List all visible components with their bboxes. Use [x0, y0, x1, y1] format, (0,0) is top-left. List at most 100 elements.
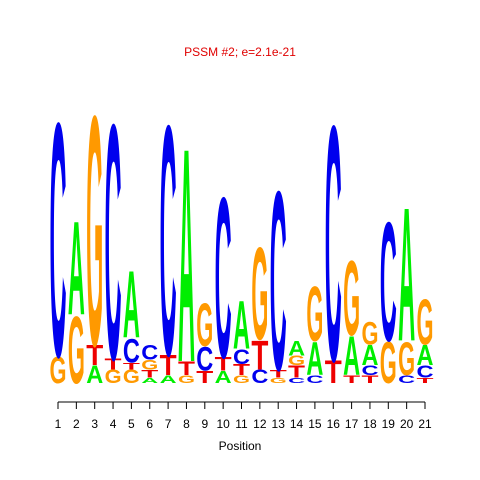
logo-letter: C [288, 376, 305, 385]
logo-letter: A [398, 167, 415, 381]
logo-letter: T [141, 368, 158, 381]
logo-letter: G [86, 48, 103, 415]
letter-group: T [160, 350, 177, 381]
x-tick-label: 7 [165, 417, 172, 431]
x-tick-label: 13 [272, 417, 286, 431]
x-tick-label: 12 [253, 417, 267, 431]
letter-group: G [306, 270, 323, 358]
logo-letter: C [123, 332, 140, 370]
letter-group: G [270, 376, 287, 385]
letter-group: A [233, 286, 250, 363]
logo-letter: G [398, 332, 415, 385]
x-tick-label: 18 [363, 417, 377, 431]
x-tick-label: 21 [418, 417, 432, 431]
letter-group: G [50, 349, 67, 392]
letter-group: A [306, 332, 323, 385]
letter-group: C [417, 362, 434, 381]
logo-letter: T [160, 350, 177, 381]
logo-letter: A [361, 341, 378, 372]
logo-letter: C [141, 341, 158, 365]
letter-group: G [178, 373, 195, 386]
letter-group: G [288, 353, 305, 368]
logo-letter: C [196, 340, 213, 378]
letter-group: C [361, 363, 378, 378]
letter-group: T [343, 373, 360, 386]
letter-group: A [141, 376, 158, 385]
letter-group: C [233, 345, 250, 369]
logo-letter: G [196, 291, 213, 360]
logo-letter: G [380, 331, 397, 397]
letter-group: A [123, 252, 140, 359]
letter-group: A [215, 367, 232, 386]
letter-group: C [50, 55, 67, 428]
logo-letter: G [141, 357, 158, 372]
logo-letter: G [178, 373, 195, 386]
logo-letter: C [417, 362, 434, 381]
x-tick-label: 10 [216, 417, 230, 431]
letter-group: G [141, 357, 158, 372]
x-tick-label: 20 [400, 417, 414, 431]
letter-group: A [68, 194, 85, 344]
letter-group: T [270, 368, 287, 381]
logo-letter: A [123, 252, 140, 359]
letter-group: G [233, 373, 250, 386]
logo-letter: G [270, 376, 287, 385]
letter-group: G [361, 316, 378, 352]
x-tick-label: 6 [146, 417, 153, 431]
logo-letter: T [417, 376, 435, 385]
x-tick-label: 8 [183, 417, 190, 431]
logo-letter: G [105, 366, 122, 387]
letter-group: C [270, 139, 287, 424]
letter-group: C [215, 151, 232, 406]
letter-group: G [68, 297, 85, 404]
letter-group: G [343, 239, 360, 359]
letter-group: C [141, 341, 158, 365]
logo-letter: T [288, 362, 306, 381]
logo-letter: A [343, 324, 360, 387]
logo-letter: C [380, 186, 397, 377]
logo-letter: A [68, 194, 85, 344]
logo-letter: C [215, 151, 232, 406]
x-tick-label: 2 [73, 417, 80, 431]
logo-letter: C [160, 58, 177, 425]
logo-letter: C [361, 363, 378, 378]
letter-group: C [251, 366, 268, 387]
letter-group: C [325, 56, 342, 432]
x-tick-label: 19 [382, 417, 396, 431]
logo-letter: A [288, 337, 305, 361]
letter-group: T [233, 361, 250, 378]
logo-letter: T [233, 361, 250, 378]
letter-group: A [178, 84, 195, 426]
letter-group: C [196, 340, 213, 378]
logo-letter: C [251, 366, 268, 387]
letter-group: G [398, 332, 415, 385]
logo-letter: G [68, 297, 85, 404]
letter-group: A [417, 341, 434, 372]
x-tick-label: 1 [55, 417, 62, 431]
letter-group: T [86, 341, 103, 372]
logo-letter: T [178, 358, 195, 379]
logo-letter: T [343, 373, 360, 386]
letter-group: C [105, 55, 122, 431]
logo-letter: T [361, 373, 378, 386]
logo-letter: C [270, 139, 287, 424]
letter-group: A [343, 324, 360, 387]
logo-letter: C [398, 373, 415, 386]
letter-group: G [251, 220, 268, 367]
x-tick-label: 15 [308, 417, 322, 431]
letter-group: T [251, 331, 268, 378]
letter-group: A [398, 167, 415, 381]
logo-letter: T [215, 354, 232, 375]
letter-group: C [123, 332, 140, 370]
logo-letter: C [325, 56, 342, 432]
logo-letter: A [160, 373, 177, 386]
logo-letter: T [196, 367, 214, 386]
logo-letter: A [141, 376, 158, 385]
letter-group: T [178, 358, 195, 379]
logo-letter: C [233, 345, 250, 369]
letter-group: T [325, 354, 343, 390]
letter-group: G [105, 366, 122, 387]
letter-group: A [86, 361, 103, 389]
letter-group: A [361, 341, 378, 372]
logo-letter: T [86, 341, 103, 372]
